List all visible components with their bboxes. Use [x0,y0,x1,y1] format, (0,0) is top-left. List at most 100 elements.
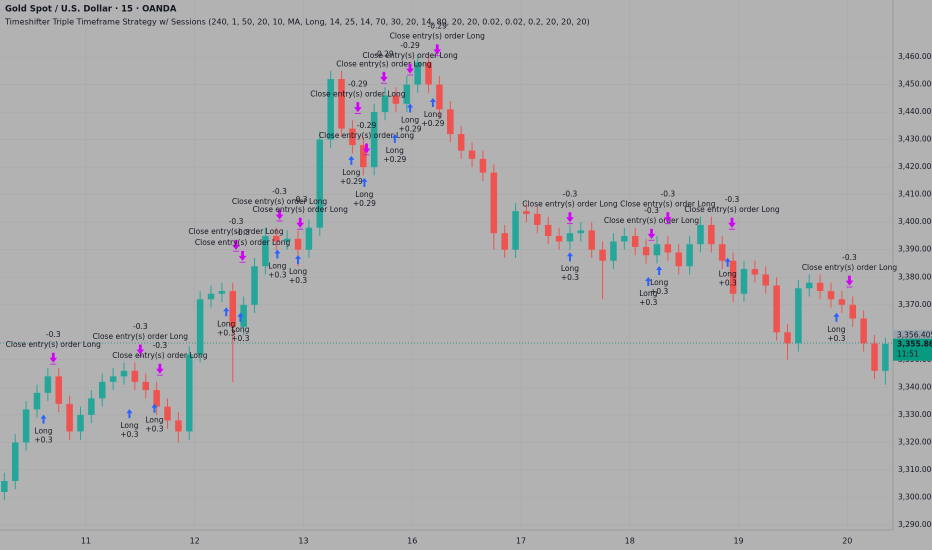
x-tick-label: 18 [625,537,635,546]
candle-body [262,235,269,267]
x-tick-label: 11 [81,537,91,546]
candle-body [490,172,498,234]
candle-body [338,79,345,129]
exit-marker [275,209,284,222]
candle-body [316,139,324,228]
entry-arrow [429,98,436,108]
candle-body [66,403,73,432]
candle-body [784,332,791,344]
exit-marker [354,102,362,114]
grid [0,341,893,345]
exit-pnl: -0.3 [153,341,168,350]
exit-marker [156,363,164,376]
entry-arrow [126,409,133,419]
candle-body [751,268,759,275]
candle-body [370,112,378,168]
candle-body [77,414,84,432]
candle-body [860,318,867,344]
candle-body [697,224,704,245]
exit-pnl: -0.3 [229,217,244,226]
y-tick-label: 3,460.000 [898,52,932,61]
candle-body [218,291,226,294]
candle-body [251,266,258,305]
entry-label: Long [650,278,668,287]
y-tick-label: 3,340.000 [898,382,932,391]
exit-label: Close entry(s) order Long [620,200,716,209]
entry-label: Long [401,116,419,125]
candle-body [675,252,682,267]
entry-pnl: +0.3 [145,425,163,434]
entry-arrow [724,257,731,267]
candle-body [360,145,367,168]
candle-body [196,299,204,355]
entry-arrow [656,265,663,275]
candle-body [610,241,617,261]
y-tick-label: 3,320.000 [898,437,932,446]
candle-body [414,62,421,85]
candle-body [44,376,52,393]
candle-body [327,79,334,140]
candle-body [479,158,487,173]
candle-body [349,128,356,146]
candle-body [664,244,672,253]
entry-label: Long [217,319,235,328]
exit-pnl: -0.3 [644,206,659,215]
entry-label: Long [561,264,579,273]
x-tick-label: 17 [516,537,526,546]
entry-pnl: +0.3 [650,287,668,296]
exit-pnl: -0.29 [348,80,368,89]
y-tick-label: 3,290.000 [898,520,932,529]
entry-label: Long [120,421,138,430]
candle-body [805,282,813,289]
candle-body [142,381,150,391]
chart-title: Gold Spot / U.S. Dollar · 15 · OANDA [5,5,177,15]
entry-pnl: +0.3 [217,328,235,337]
candle-body [773,285,780,333]
candle-body [599,249,606,261]
candle-body [425,62,432,85]
candle-body [175,420,182,432]
x-tick-label: 16 [407,537,417,546]
entry-pnl: +0.29 [340,177,363,186]
entry-pnl: +0.3 [827,334,845,343]
exit-label: Close entry(s) order Long [253,205,349,214]
exit-marker [566,212,574,225]
candle-body [816,282,824,292]
entry-pnl: +0.3 [719,279,737,288]
candle-body [11,442,19,481]
exit-label: Close entry(s) order Long [604,216,700,225]
candle-body [229,291,237,327]
x-tick-label: 20 [842,537,852,546]
axes: 3,290.000 3,300.000 3,310.000 3,320.000 3,33… [81,52,932,546]
exit-marker [664,212,672,225]
candle-body [762,274,770,286]
y-tick-label: 3,330.000 [898,410,932,419]
candle-body [447,109,454,135]
y-tick-label: 3,370.000 [898,300,932,309]
candle-body [631,235,639,247]
exit-marker [380,71,388,84]
entry-pnl: +0.3 [639,298,657,307]
exit-pnl: -0.3 [272,187,287,196]
entry-arrow [151,403,158,413]
entry-label: Long [424,110,442,119]
exit-label: Close entry(s) order Long [336,59,432,68]
entry-pnl: +0.29 [383,155,406,164]
y-tick-label: 3,390.000 [898,245,932,254]
candle-body [588,230,595,250]
exit-label: Close entry(s) order Long [390,32,486,41]
exit-pnl: -0.3 [842,253,857,262]
exit-pnl: -0.3 [46,330,61,339]
y-tick-label: 3,400.000 [898,217,932,226]
exit-label: Close entry(s) order Long [112,351,208,360]
entry-label: Long [386,146,404,155]
entry-label: Long [34,427,52,436]
candle-body [849,304,857,319]
entry-label: Long [268,261,286,270]
entry-arrow [348,155,355,165]
prev-price-label: 3,356.405 [897,331,932,340]
entry-label: Long [355,190,373,199]
exit-label: Close entry(s) order Long [522,200,618,209]
